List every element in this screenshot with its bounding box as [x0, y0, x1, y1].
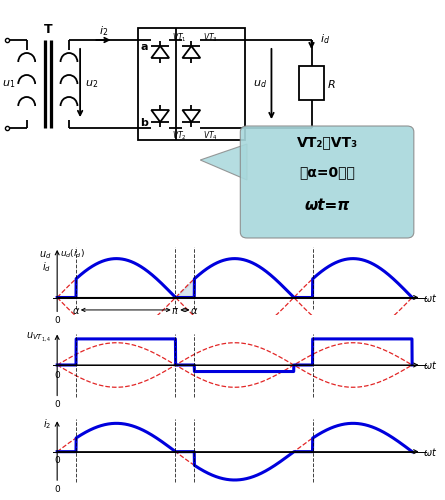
Polygon shape [200, 144, 247, 180]
Text: $i_d$: $i_d$ [42, 260, 52, 274]
Text: 0: 0 [54, 400, 60, 409]
Bar [299, 66, 324, 100]
Text: $\omega t$: $\omega t$ [424, 359, 438, 371]
Text: $\alpha$: $\alpha$ [190, 306, 198, 316]
Text: VT₂和VT₃: VT₂和VT₃ [296, 135, 358, 149]
FancyBboxPatch shape [240, 126, 414, 238]
Text: $u_d$: $u_d$ [253, 78, 267, 90]
Text: $VT_4$: $VT_4$ [203, 129, 218, 141]
Text: $VT_3$: $VT_3$ [203, 31, 218, 44]
Text: $\omega t$: $\omega t$ [424, 446, 438, 458]
Text: ωt=π: ωt=π [304, 198, 350, 214]
Text: $u_2$: $u_2$ [85, 78, 98, 90]
Text: $u_d$: $u_d$ [39, 249, 52, 260]
Text: $\omega t$: $\omega t$ [424, 292, 438, 304]
Text: $\alpha$: $\alpha$ [72, 306, 80, 316]
Text: $u_d(i_d)$: $u_d(i_d)$ [60, 248, 85, 260]
Text: 0: 0 [54, 485, 60, 494]
Text: 0: 0 [54, 316, 60, 325]
Text: $VT_1$: $VT_1$ [172, 31, 187, 44]
Text: T: T [44, 23, 52, 36]
Text: $i_d$: $i_d$ [320, 32, 331, 46]
Text: $VT_2$: $VT_2$ [172, 129, 187, 141]
Text: $u_1$: $u_1$ [2, 78, 16, 90]
Text: 0: 0 [54, 370, 60, 380]
Text: 0: 0 [54, 456, 60, 465]
Text: b: b [140, 118, 148, 128]
Text: $i_2$: $i_2$ [43, 418, 52, 431]
Text: $i_2$: $i_2$ [99, 24, 108, 38]
Text: $\pi$: $\pi$ [171, 306, 179, 316]
Text: a: a [140, 42, 148, 52]
Bar [138, 28, 245, 140]
Text: 的α=0处为: 的α=0处为 [299, 165, 355, 179]
Text: $u_{VT_{1,4}}$: $u_{VT_{1,4}}$ [26, 330, 52, 344]
Text: $R$: $R$ [327, 78, 336, 90]
